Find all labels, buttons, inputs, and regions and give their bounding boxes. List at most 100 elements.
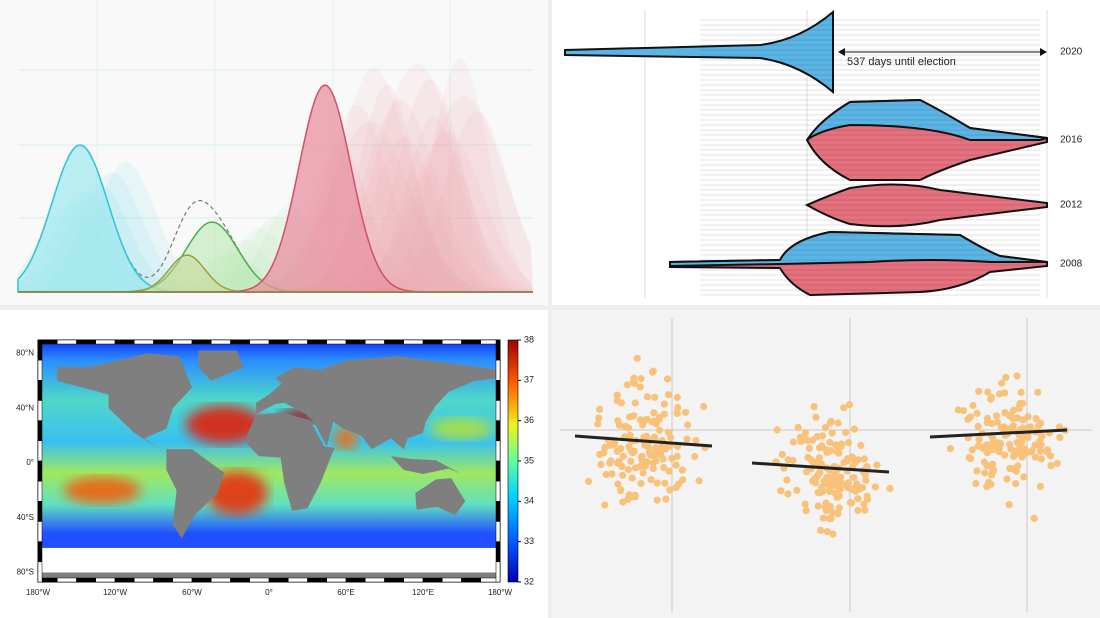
scatter-point xyxy=(662,495,670,503)
land xyxy=(198,350,244,381)
scatter-point xyxy=(804,453,812,462)
frame-tick xyxy=(37,380,43,401)
scatter-point xyxy=(1047,462,1055,470)
scatter-point xyxy=(630,447,638,455)
ghost-density xyxy=(18,172,533,292)
trend-line xyxy=(929,428,1068,439)
scatter-point xyxy=(988,460,997,468)
scatter-point xyxy=(773,426,781,434)
scatter-point xyxy=(621,423,629,431)
frame-tick xyxy=(114,577,135,583)
scatter-point xyxy=(618,462,626,471)
scatter-point xyxy=(794,423,802,431)
ghost-density xyxy=(18,95,533,292)
scatter-point xyxy=(647,476,655,484)
scatter-point xyxy=(826,419,835,427)
scatter-point xyxy=(837,478,845,487)
frame-tick xyxy=(495,480,501,502)
scatter-point xyxy=(643,393,652,401)
scatter-point xyxy=(834,510,842,518)
scatter-point xyxy=(972,479,980,487)
scatter-point xyxy=(983,419,992,427)
scatter-point xyxy=(796,433,805,441)
scatter-point xyxy=(639,469,647,477)
violin-shape xyxy=(564,9,834,95)
scatter-point xyxy=(1022,449,1030,457)
scatter-point xyxy=(1007,411,1015,419)
scatter-point xyxy=(983,441,991,449)
scatter-point xyxy=(1053,459,1061,467)
scatter-point xyxy=(1013,372,1021,380)
scatter-point xyxy=(777,487,785,495)
frame-tick xyxy=(495,460,501,482)
scatter-point xyxy=(673,393,681,401)
salinity-patch xyxy=(333,427,359,450)
scatter-point xyxy=(834,419,842,427)
land xyxy=(38,572,500,582)
frame-tick xyxy=(57,339,77,345)
scatter-point xyxy=(596,405,604,413)
scatter-point xyxy=(826,438,834,447)
scatter-point xyxy=(585,477,593,485)
scatter-point xyxy=(652,448,660,456)
scatter-point xyxy=(649,464,658,473)
scatter-point xyxy=(801,429,810,437)
colorbar-label: 37 xyxy=(524,375,534,385)
scatter-point xyxy=(638,452,646,460)
frame-tick xyxy=(384,577,404,583)
ice xyxy=(38,547,500,573)
scatter-point xyxy=(597,460,605,469)
scatter-point xyxy=(829,530,837,538)
scatter-point xyxy=(1032,415,1040,423)
scatter-point xyxy=(1002,373,1010,381)
frame-tick xyxy=(211,339,231,345)
frame-tick xyxy=(76,577,96,583)
year-label: 2016 xyxy=(1060,135,1083,146)
scatter-point xyxy=(987,393,995,401)
scatter-point xyxy=(655,426,664,434)
scatter-point xyxy=(835,449,843,457)
colorbar-label: 34 xyxy=(524,496,534,506)
scatter-point xyxy=(1037,455,1045,463)
scatter-point xyxy=(817,460,825,468)
scatter-point xyxy=(857,441,865,449)
ghost-density xyxy=(18,216,533,292)
scatter-point xyxy=(803,436,812,445)
map xyxy=(38,340,500,582)
scatter-point xyxy=(661,479,669,487)
ghost-density xyxy=(18,63,533,292)
scatter-point xyxy=(684,421,692,429)
frame-tick xyxy=(37,541,43,563)
scatter-point xyxy=(611,440,619,448)
year-label: 2020 xyxy=(1060,47,1083,58)
scatter-point xyxy=(842,428,850,437)
scatter-point xyxy=(973,409,981,417)
scatter-point xyxy=(1019,416,1027,424)
scatter-point xyxy=(826,447,835,455)
frame-tick xyxy=(403,577,424,583)
frame-tick xyxy=(288,577,308,583)
scatter-point xyxy=(974,422,982,430)
scatter-point xyxy=(619,498,627,506)
frame-tick xyxy=(326,339,347,345)
salinity-patch xyxy=(63,476,141,505)
scatter-point xyxy=(1036,482,1045,490)
scatter-point xyxy=(683,435,691,443)
colorbar xyxy=(507,339,519,583)
scatter-point xyxy=(1034,388,1042,396)
frame-tick xyxy=(95,577,116,583)
scatter-point xyxy=(666,486,674,494)
scatter-point xyxy=(965,454,973,462)
frame-tick xyxy=(442,577,462,583)
scatter-point xyxy=(615,421,624,429)
scatter-point xyxy=(692,437,700,445)
scatter-point xyxy=(1009,465,1017,473)
frame-tick xyxy=(495,541,501,563)
scatter-point xyxy=(854,495,862,503)
land xyxy=(415,478,466,516)
scatter-point xyxy=(831,476,840,484)
ghost-density xyxy=(18,137,533,292)
frame-tick xyxy=(153,339,173,345)
ghost-density xyxy=(18,100,533,292)
scatter-point xyxy=(815,444,824,452)
